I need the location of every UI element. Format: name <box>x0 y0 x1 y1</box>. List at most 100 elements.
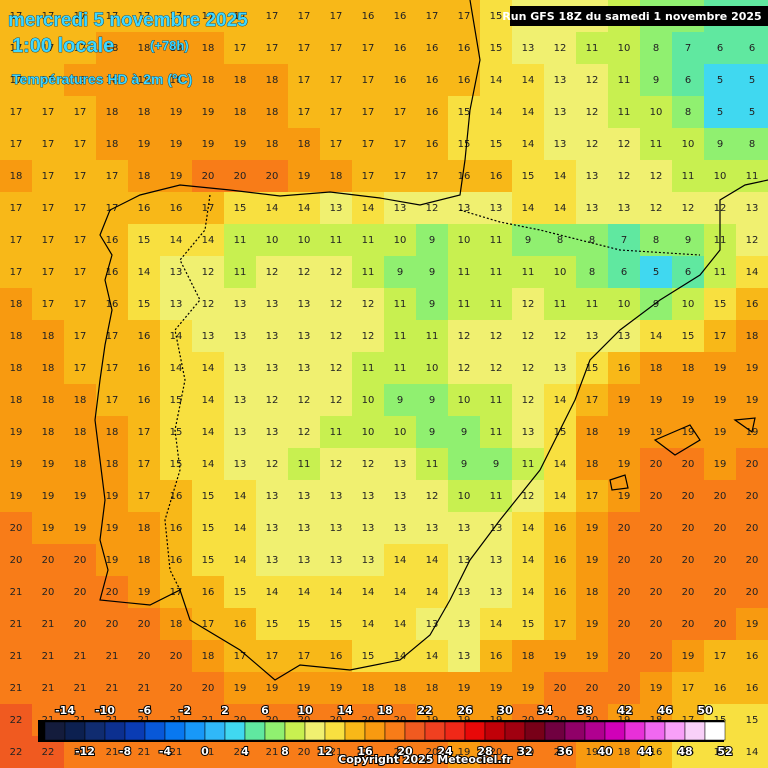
coastlines <box>94 0 768 681</box>
temperature-value: 18 <box>42 427 55 438</box>
temperature-value: 11 <box>490 427 503 438</box>
temperature-cell <box>480 128 513 161</box>
temperature-value: 6 <box>685 75 691 86</box>
temperature-value: 14 <box>202 363 215 374</box>
temperature-cell <box>0 32 33 65</box>
temperature-value: 19 <box>234 683 247 694</box>
temperature-cell <box>128 320 161 353</box>
temperature-value: 12 <box>554 43 567 54</box>
temperature-cell <box>192 352 225 385</box>
temperature-cell <box>384 416 417 449</box>
temperature-cell <box>288 608 321 641</box>
temperature-cell <box>480 32 513 65</box>
temperature-cell <box>128 128 161 161</box>
temperature-value: 17 <box>714 331 727 342</box>
temperature-cell <box>0 384 33 417</box>
temperature-value: 17 <box>42 235 55 246</box>
temperature-cell <box>32 256 65 289</box>
temperature-cell <box>32 192 65 225</box>
temperature-value: 16 <box>138 203 151 214</box>
temperature-value: 17 <box>42 75 55 86</box>
temperature-value: 17 <box>74 139 87 150</box>
temperature-cell <box>480 96 513 129</box>
temperature-value: 16 <box>426 75 439 86</box>
temperature-cell <box>416 288 449 321</box>
temperature-cell <box>32 672 65 705</box>
temperature-value: 5 <box>749 107 755 118</box>
temperature-cell <box>640 96 673 129</box>
temperature-cell <box>0 64 33 97</box>
temperature-cell <box>416 384 449 417</box>
temperature-value: 22 <box>10 747 23 758</box>
temperature-cell <box>576 672 609 705</box>
temperature-value: 16 <box>394 43 407 54</box>
temperature-value: 19 <box>458 683 471 694</box>
temperature-cell <box>288 224 321 257</box>
temperature-cell <box>416 512 449 545</box>
temperature-cell <box>512 640 545 673</box>
temperature-value: 11 <box>554 299 567 310</box>
temperature-cell <box>576 256 609 289</box>
temperature-value: 20 <box>650 587 663 598</box>
temperature-value: 10 <box>362 395 375 406</box>
temperature-value: 14 <box>298 203 311 214</box>
temperature-cell <box>352 96 385 129</box>
temperature-value: 16 <box>234 619 247 630</box>
temperature-cell <box>512 128 545 161</box>
temperature-cell <box>352 256 385 289</box>
temperature-value: 15 <box>490 43 503 54</box>
temperature-value: 19 <box>106 491 119 502</box>
temperature-cell <box>64 224 97 257</box>
temperature-cell <box>544 512 577 545</box>
temperature-value: 19 <box>746 363 759 374</box>
temperature-value: 13 <box>362 523 375 534</box>
temperature-cell <box>32 224 65 257</box>
temperature-value: 17 <box>330 11 343 22</box>
temperature-value: 8 <box>749 139 755 150</box>
temperature-cell <box>0 608 33 641</box>
legend-swatch <box>124 721 146 741</box>
temperature-value: 17 <box>10 75 23 86</box>
temperature-cell <box>288 192 321 225</box>
temperature-cell <box>608 416 641 449</box>
temperature-cell <box>512 544 545 577</box>
temperature-value: 19 <box>490 683 503 694</box>
temperature-cell <box>640 256 673 289</box>
temperature-value: 13 <box>330 491 343 502</box>
temperature-cell <box>320 288 353 321</box>
temperature-value: 17 <box>74 235 87 246</box>
temperature-cell <box>256 512 289 545</box>
temperature-cell <box>128 288 161 321</box>
temperature-cell <box>192 64 225 97</box>
temperature-cell <box>352 448 385 481</box>
temperature-value: 20 <box>650 459 663 470</box>
temperature-cell <box>160 480 193 513</box>
header: mercredi 5 novembre 2025 1:00 locale (+7… <box>8 6 768 87</box>
temperature-cell <box>544 448 577 481</box>
legend-swatch <box>524 721 546 741</box>
temperature-cell <box>32 32 65 65</box>
temperature-cell <box>736 608 768 641</box>
temperature-value: 12 <box>202 299 215 310</box>
temperature-cell <box>64 544 97 577</box>
temperature-cell <box>352 32 385 65</box>
temperature-cell <box>640 288 673 321</box>
temperature-cell <box>256 256 289 289</box>
temperature-cell <box>224 224 257 257</box>
temperature-cell <box>512 672 545 705</box>
temperature-value: 18 <box>74 395 87 406</box>
temperature-cell <box>480 224 513 257</box>
temperature-value: 12 <box>650 203 663 214</box>
temperature-value: 18 <box>42 363 55 374</box>
temperature-value: 18 <box>298 139 311 150</box>
temperature-cell <box>544 96 577 129</box>
temperature-cell <box>480 288 513 321</box>
legend-swatch <box>384 721 406 741</box>
temperature-cell <box>640 160 673 193</box>
temperature-value: 18 <box>234 75 247 86</box>
temperature-cell <box>0 512 33 545</box>
temperature-value: 18 <box>330 171 343 182</box>
temperature-value: 22 <box>42 747 55 758</box>
temperature-value: 13 <box>266 299 279 310</box>
temperature-cell <box>224 160 257 193</box>
